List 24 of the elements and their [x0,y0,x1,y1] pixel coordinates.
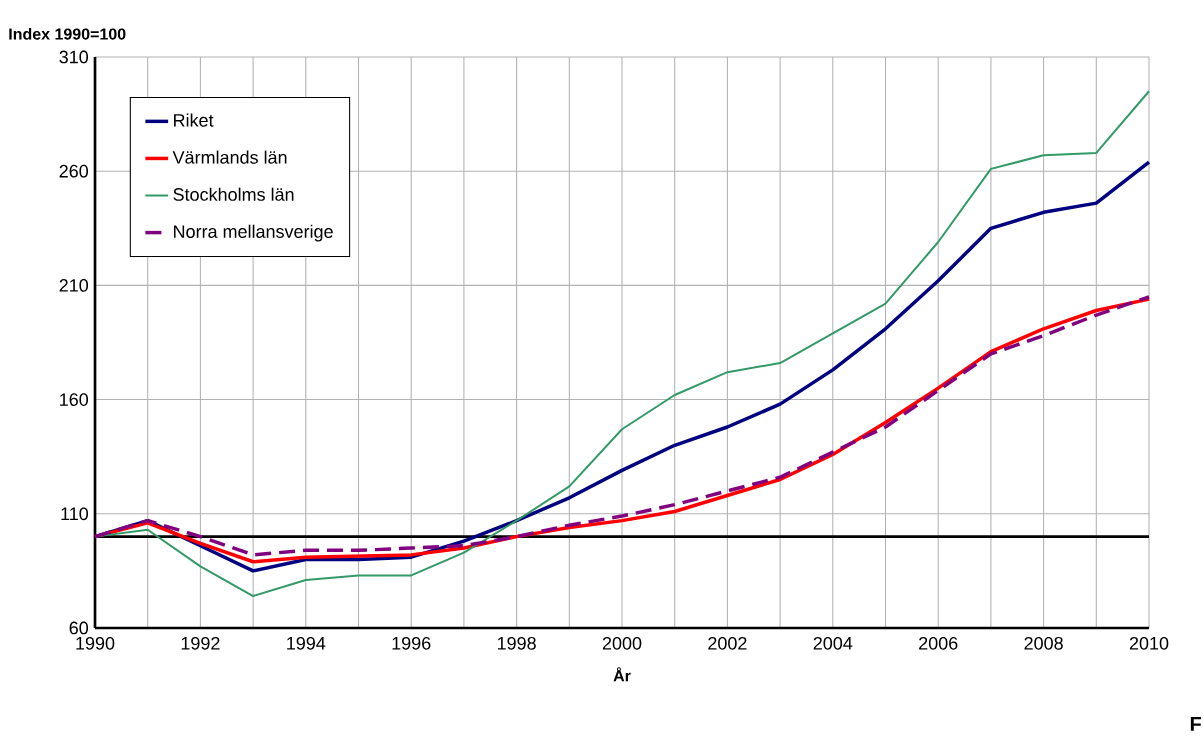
x-tick-label: 2008 [1024,636,1063,650]
x-tick-label: 1996 [392,636,431,650]
y-tick-label: 110 [61,507,89,521]
legend-label: Riket [174,113,214,127]
y-tick-label: 60 [69,621,89,635]
x-tick-label: 2000 [602,636,642,650]
x-tick-label: 1990 [76,636,115,650]
legend-label: Norra mellansverige [174,224,333,242]
legend-label: Stockholms län [173,187,294,201]
y-tick-label: 310 [59,50,89,64]
y-tick-label: 210 [59,279,89,292]
x-tick-label: 1992 [181,636,220,650]
y-axis-title: Index 1990=100 [9,27,126,40]
y-tick-label: 260 [59,164,89,178]
x-axis-title: År [613,667,631,682]
x-tick-label: 2010 [1129,636,1169,650]
x-tick-label: 1994 [287,636,326,650]
legend-label: Värmlands län [172,150,287,164]
text: F [1190,716,1201,731]
x-tick-label: 2006 [919,636,958,650]
x-tick-label: 1998 [497,636,536,650]
x-tick-label: 2002 [708,636,747,650]
x-tick-label: 2004 [813,636,853,650]
y-tick-label: 160 [60,393,89,406]
